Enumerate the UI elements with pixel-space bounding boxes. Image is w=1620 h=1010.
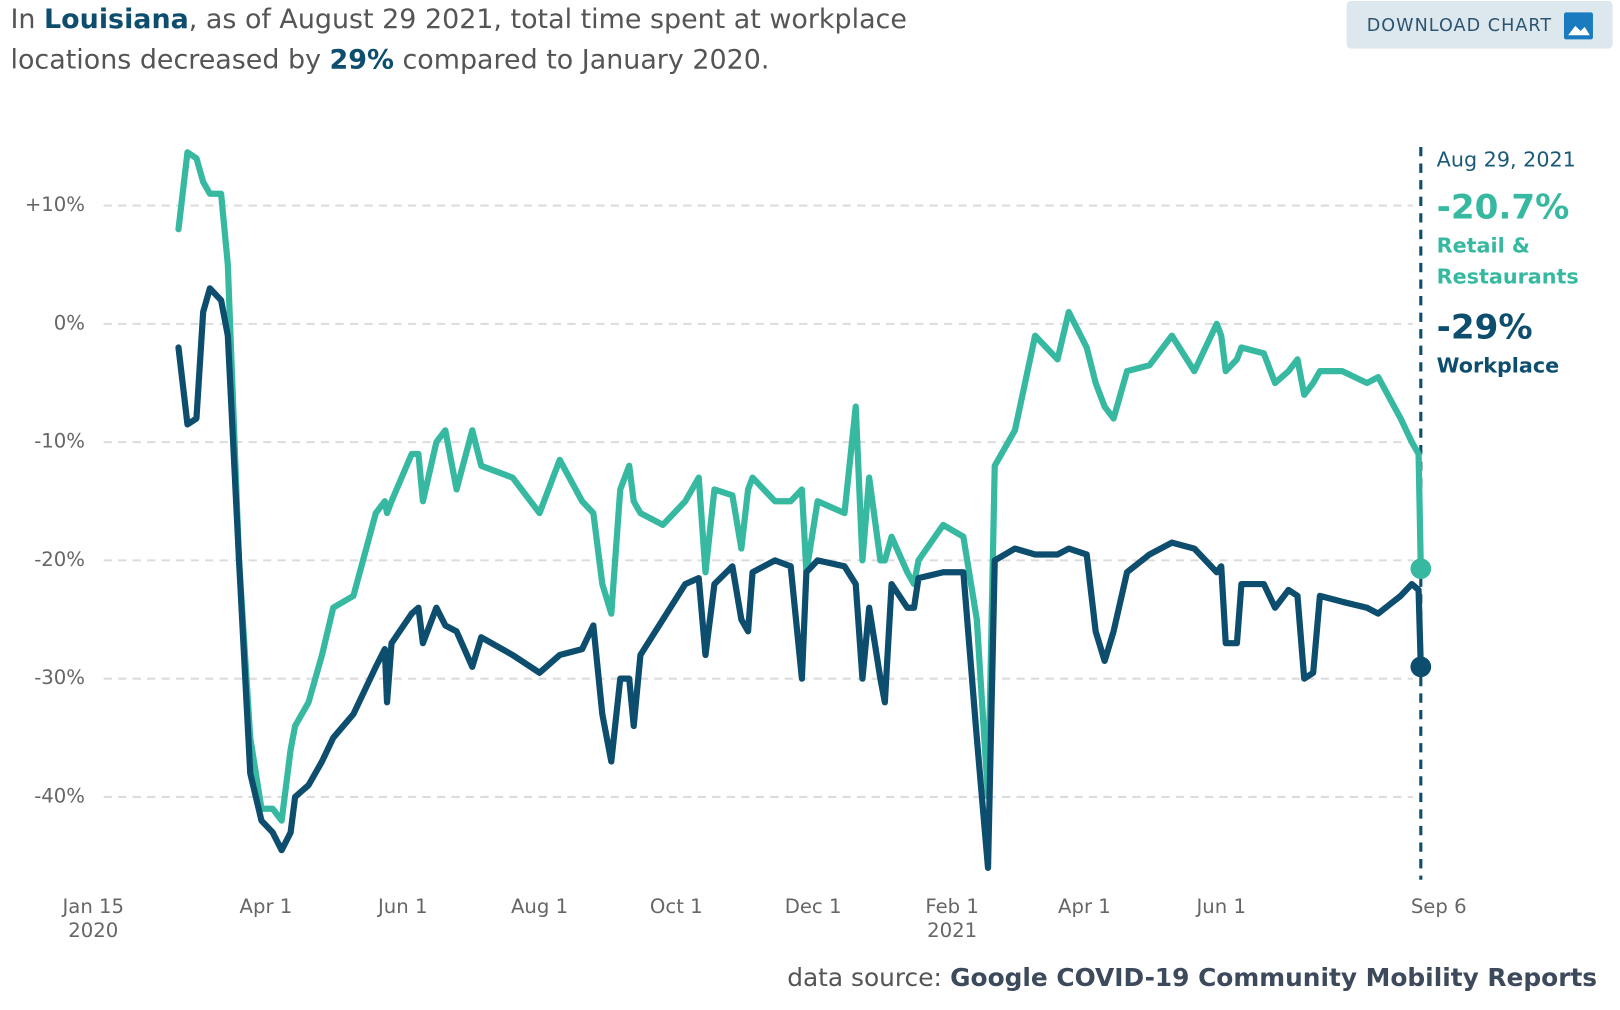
end-dot [1410,656,1432,678]
x-tick-label: Aug 1 [511,895,568,918]
y-tick-label: -10% [34,430,85,453]
headline-text: compared to January 2020. [393,44,770,76]
x-tick-label: Oct 1 [650,895,703,918]
annotation-box: Aug 29, 2021 -20.7% Retail & Restaurants -… [1435,147,1616,381]
series-line [175,285,1424,872]
x-tick-year: 2020 [68,919,118,942]
download-button[interactable]: DOWNLOAD CHART [1346,1,1613,49]
legend-entry: Workplace [1436,352,1560,378]
annotation-value: -29% [1436,306,1533,347]
series-line [175,149,1424,824]
x-tick-label: Jun 1 [376,895,427,918]
headline-value: 29% [329,44,394,76]
download-icon[interactable] [1563,12,1593,40]
y-tick-label: +10% [25,193,85,216]
y-tick-label: -20% [34,548,85,571]
x-tick-label: Apr 1 [1058,895,1111,918]
download-icon-glyph[interactable] [1568,25,1590,36]
end-dot [1410,558,1432,580]
headline-text: In [10,4,45,36]
headline: In Louisiana, as of August 29 2021, tota… [10,0,1024,81]
x-tick-label: Jan 15 [60,895,124,918]
source-name: Google COVID-19 Community Mobility Repor… [950,963,1597,992]
legend-entry: Retail & Restaurants [1436,232,1579,289]
source: data source: Google COVID-19 Community Mo… [787,963,1597,992]
headline-state: Louisiana [44,4,189,36]
source-prefix: data source: [787,963,942,992]
download-button-bg[interactable] [1346,1,1613,49]
headline-box: In Louisiana, as of August 29 2021, tota… [10,0,1024,81]
x-tick-label: Apr 1 [240,895,293,918]
x-tick-label: Jun 1 [1194,895,1245,918]
x-tick-label: Dec 1 [785,895,842,918]
x-tick-year: 2021 [927,919,977,942]
annotation-date: Aug 29, 2021 [1436,146,1576,172]
y-tick-label: 0% [54,311,85,334]
x-tick-label: Sep 6 [1411,895,1467,918]
x-tick-label: Feb 1 [925,895,979,918]
headline-text: , as of August 29 2021, total time spent… [10,4,907,76]
y-tick-label: -40% [34,784,85,807]
y-tick-label: -30% [34,666,85,689]
annotation: Aug 29, 2021 -20.7% Retail & Restaurants -… [1435,147,1616,381]
download-label[interactable]: DOWNLOAD CHART [1367,16,1552,36]
annotation-value: -20.7% [1436,186,1570,227]
